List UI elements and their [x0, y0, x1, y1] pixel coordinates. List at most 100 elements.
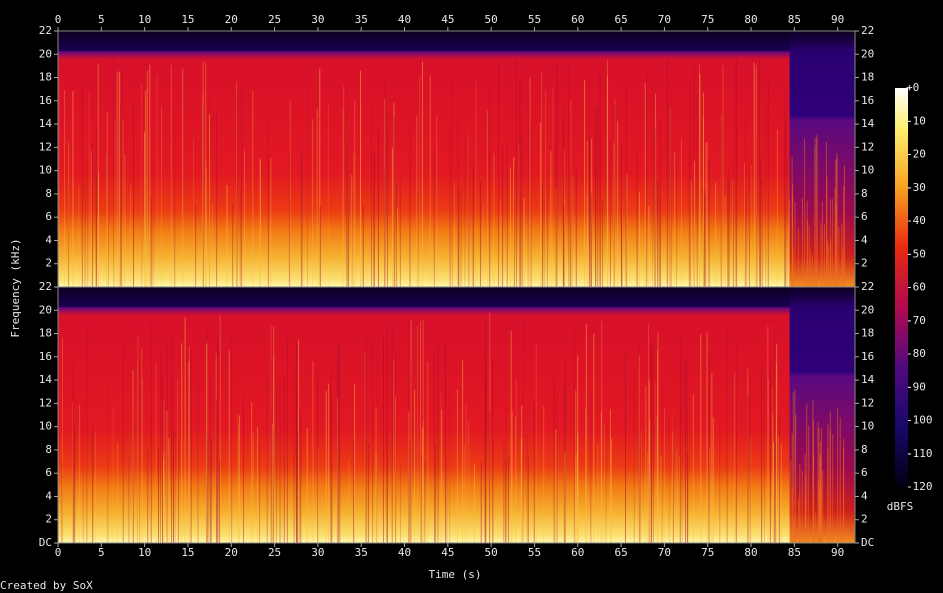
y-tick-label: 2 — [861, 513, 868, 526]
x-tick-label: 45 — [441, 546, 454, 559]
y-tick-label: 10 — [861, 164, 874, 177]
y-tick-label: 18 — [39, 71, 52, 84]
x-tick-label: 50 — [485, 546, 498, 559]
x-tick-label: 65 — [614, 13, 627, 26]
spectrogram-panel — [58, 287, 855, 543]
y-tick-label: 16 — [39, 94, 52, 107]
y-tick-label: 2 — [861, 257, 868, 270]
colorbar-label: dBFS — [887, 500, 914, 513]
x-tick-label: 75 — [701, 13, 714, 26]
y-tick-label: 2 — [45, 513, 52, 526]
x-tick-label: 55 — [528, 13, 541, 26]
colorbar-tick-label: -100 — [906, 414, 933, 427]
y-tick-label: 12 — [861, 140, 874, 153]
y-tick-label: 10 — [861, 420, 874, 433]
x-axis-label: Time (s) — [429, 568, 482, 581]
colorbar-tick-label: -50 — [906, 247, 926, 260]
x-tick-label: 50 — [485, 13, 498, 26]
x-tick-label: 85 — [788, 13, 801, 26]
y-tick-label: 22 — [39, 280, 52, 293]
x-tick-label: 45 — [441, 13, 454, 26]
x-tick-label: 30 — [311, 13, 324, 26]
y-tick-label: 20 — [861, 47, 874, 60]
credit: Created by SoX — [0, 579, 93, 592]
x-tick-label: 0 — [55, 546, 62, 559]
y-tick-label: 10 — [39, 420, 52, 433]
x-tick-label: 10 — [138, 546, 151, 559]
colorbar-tick-label: -20 — [906, 148, 926, 161]
x-tick-label: 55 — [528, 546, 541, 559]
x-tick-label: 35 — [355, 13, 368, 26]
colorbar-tick-label: -60 — [906, 281, 926, 294]
colorbar — [895, 88, 908, 487]
colorbar-tick-label: -90 — [906, 380, 926, 393]
colorbar-tick-label: -30 — [906, 181, 926, 194]
x-tick-label: 10 — [138, 13, 151, 26]
y-tick-label: 6 — [45, 210, 52, 223]
y-tick-label: 6 — [45, 466, 52, 479]
y-tick-label: 14 — [39, 117, 53, 130]
colorbar-tick-label: -120 — [906, 480, 933, 493]
x-tick-label: 60 — [571, 546, 584, 559]
x-tick-label: 35 — [355, 546, 368, 559]
y-tick-label: 18 — [861, 327, 874, 340]
x-tick-label: 70 — [658, 546, 671, 559]
y-tick-label: 14 — [861, 117, 875, 130]
y-tick-label: 20 — [861, 303, 874, 316]
x-tick-label: 85 — [788, 546, 801, 559]
y-axis-label: Frequency (kHz) — [9, 238, 22, 337]
y-tick-label: 20 — [39, 47, 52, 60]
colorbar-tick-label: -70 — [906, 314, 926, 327]
y-tick-label: 16 — [39, 350, 52, 363]
panel-border — [57, 286, 856, 544]
y-tick-label: 2 — [45, 257, 52, 270]
x-tick-label: 15 — [181, 546, 194, 559]
y-tick-label: 10 — [39, 164, 52, 177]
colorbar-tick-label: -40 — [906, 214, 926, 227]
spectrogram-panel — [58, 31, 855, 287]
x-tick-label: 90 — [831, 13, 844, 26]
y-tick-label: 14 — [39, 373, 53, 386]
x-tick-label: 80 — [744, 546, 757, 559]
x-tick-label: 65 — [614, 546, 627, 559]
x-tick-label: 5 — [98, 546, 105, 559]
y-tick-label: 20 — [39, 303, 52, 316]
x-tick-label: 25 — [268, 13, 281, 26]
x-tick-label: 80 — [744, 13, 757, 26]
colorbar-tick-label: -110 — [906, 447, 933, 460]
y-tick-label: DC — [39, 536, 52, 549]
y-tick-label: 22 — [861, 24, 874, 37]
y-tick-label: 12 — [39, 396, 52, 409]
y-tick-label: 18 — [861, 71, 874, 84]
x-tick-label: 15 — [181, 13, 194, 26]
y-tick-label: 4 — [861, 233, 868, 246]
x-tick-label: 90 — [831, 546, 844, 559]
y-tick-label: 18 — [39, 327, 52, 340]
y-tick-label: 22 — [861, 280, 874, 293]
x-tick-label: 25 — [268, 546, 281, 559]
x-tick-label: 0 — [55, 13, 62, 26]
y-tick-label: 16 — [861, 350, 874, 363]
y-tick-label: 16 — [861, 94, 874, 107]
y-tick-label: 14 — [861, 373, 875, 386]
y-tick-label: 12 — [39, 140, 52, 153]
y-tick-label: 8 — [861, 187, 868, 200]
y-tick-label: 8 — [861, 443, 868, 456]
x-tick-label: 5 — [98, 13, 105, 26]
y-tick-label: 8 — [45, 443, 52, 456]
x-tick-label: 60 — [571, 13, 584, 26]
x-tick-label: 20 — [225, 546, 238, 559]
y-tick-label: 6 — [861, 466, 868, 479]
x-tick-label: 70 — [658, 13, 671, 26]
x-tick-label: 40 — [398, 13, 411, 26]
panels — [57, 30, 856, 544]
y-tick-label: 4 — [45, 489, 52, 502]
x-tick-label: 20 — [225, 13, 238, 26]
colorbar-tick-label: -10 — [906, 114, 926, 127]
x-tick-label: 40 — [398, 546, 411, 559]
y-tick-label: 12 — [861, 396, 874, 409]
y-tick-label: 22 — [39, 24, 52, 37]
y-tick-label: 8 — [45, 187, 52, 200]
